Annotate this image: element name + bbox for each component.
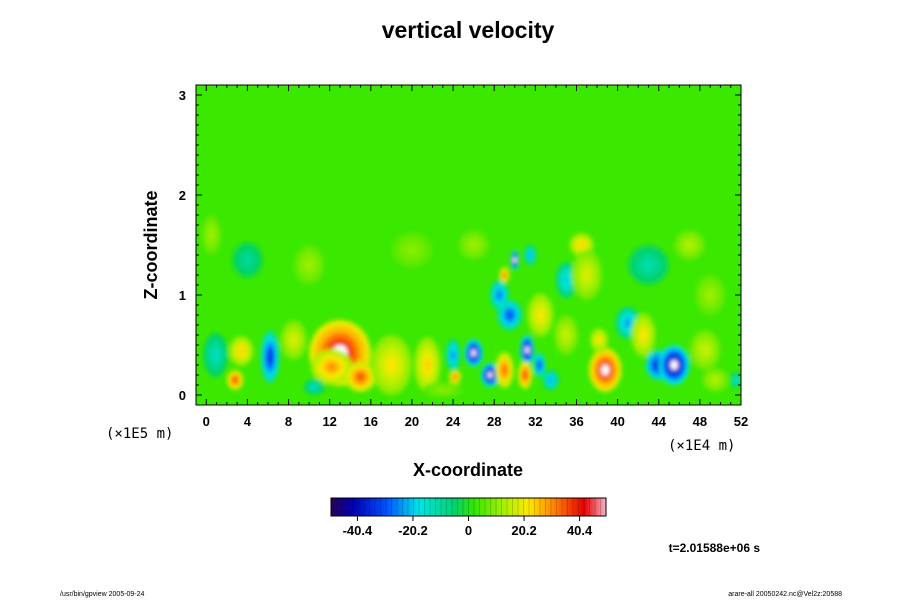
x-tick-label: 12	[322, 414, 336, 429]
x-tick-label: 16	[364, 414, 378, 429]
velocity-contour-38-4	[712, 377, 718, 383]
velocity-contour-40-4	[244, 256, 251, 264]
velocity-contour-7-4	[291, 336, 297, 344]
x-tick-label: 40	[610, 414, 624, 429]
footer-left: /usr/bin/gpview 2005-09-24	[60, 591, 145, 598]
velocity-contour-6-4	[213, 350, 219, 360]
velocity-contour-20-4	[523, 372, 527, 378]
velocity-contour-32-4	[597, 337, 601, 343]
velocity-contour-44-4	[686, 242, 693, 248]
velocity-contour-22-4	[537, 310, 544, 320]
velocity-extreme-core-24	[512, 257, 517, 263]
velocity-extreme-core-15	[487, 372, 493, 378]
velocity-contour-13-4	[451, 351, 455, 359]
colorbar-tick-label: -20.2	[398, 523, 428, 538]
velocity-extreme-core-31	[601, 364, 610, 376]
colorbar: -40.4 -20.2 0 20.2 40.4	[330, 497, 607, 538]
velocity-contour-46-4	[209, 231, 214, 239]
plot-area	[195, 84, 742, 406]
x-tick-label: 0	[203, 414, 210, 429]
x-tick-label: 48	[693, 414, 707, 429]
x-scale-note: (×1E4 m)	[668, 438, 735, 454]
footer-right: arare-all 20050242.nc@Vel2z:20588	[728, 591, 842, 598]
velocity-contour-45-4	[707, 291, 714, 299]
velocity-features	[201, 215, 741, 398]
velocity-extreme-core-14	[471, 349, 476, 357]
velocity-contour-4-4	[238, 348, 244, 354]
velocity-contour-39-4	[734, 378, 737, 382]
velocity-contour-8-4	[312, 385, 317, 389]
velocity-contour-34-4	[640, 330, 646, 340]
velocity-contour-37-4	[701, 346, 709, 354]
time-label: t=2.01588e+06 s	[669, 541, 761, 555]
y-tick-label: 2	[179, 188, 186, 203]
velocity-contour-33-4	[625, 319, 631, 327]
y-axis-label: Z-coordinate	[141, 190, 161, 299]
x-tick-label: 8	[285, 414, 292, 429]
velocity-contour-26-4	[503, 273, 506, 277]
y-axis-ticks: 0 1 2 3	[179, 84, 741, 403]
colorbar-tick-label: -40.4	[343, 523, 373, 538]
colorbar-stripes	[336, 498, 601, 516]
velocity-extreme-core-36	[670, 360, 679, 370]
y-tick-label: 0	[179, 388, 186, 403]
x-tick-label: 20	[405, 414, 419, 429]
x-tick-label: 4	[244, 414, 252, 429]
x-tick-label: 52	[734, 414, 748, 429]
y-scale-note: (×1E5 m)	[106, 426, 173, 442]
x-tick-label: 36	[569, 414, 583, 429]
y-tick-label: 1	[179, 288, 186, 303]
velocity-contour-42-4	[407, 246, 417, 254]
velocity-contour-30-4	[563, 331, 569, 339]
colorbar-gradient	[331, 498, 606, 516]
velocity-contour-28-4	[579, 242, 585, 248]
colorbar-tick-label: 0	[465, 523, 472, 538]
x-tick-label: 44	[652, 414, 667, 429]
velocity-contour-27-4	[564, 276, 569, 284]
velocity-contour-23-4	[549, 378, 553, 382]
velocity-contour-29-4	[583, 270, 590, 280]
velocity-contour-12-4	[453, 375, 457, 379]
velocity-contour-41-4	[306, 261, 313, 269]
velocity-extreme-core-19	[525, 346, 530, 354]
x-axis-ticks: 0 4 8 12 16 20 24 28 32 36 40 44 48 52	[203, 85, 748, 429]
velocity-contour-11-4	[438, 388, 447, 392]
velocity-contour-2-4	[357, 374, 364, 380]
x-tick-label: 28	[487, 414, 501, 429]
velocity-contour-17-4	[507, 312, 513, 318]
velocity-contour-10-4	[424, 359, 431, 371]
velocity-contour-5-4	[268, 351, 272, 363]
y-tick-label: 3	[179, 88, 186, 103]
velocity-contour-21-4	[538, 362, 541, 368]
velocity-contour-3-4	[233, 378, 237, 382]
velocity-contour-18-4	[497, 292, 502, 298]
chart-title: vertical velocity	[382, 17, 555, 43]
velocity-contour-1-4	[327, 363, 336, 371]
velocity-contour-9-4	[387, 359, 396, 371]
colorbar-ticks: -40.4 -20.2 0 20.2 40.4	[343, 516, 593, 538]
colorbar-tick-label: 20.2	[511, 523, 536, 538]
velocity-contour-16-4	[502, 366, 507, 374]
velocity-contour-25-4	[528, 253, 532, 257]
velocity-contour-47-4	[470, 242, 477, 248]
velocity-contour-43-4	[644, 261, 653, 269]
x-tick-label: 24	[446, 414, 461, 429]
colorbar-tick-label: 40.4	[567, 523, 593, 538]
x-axis-label: X-coordinate	[413, 460, 523, 480]
x-tick-label: 32	[528, 414, 542, 429]
